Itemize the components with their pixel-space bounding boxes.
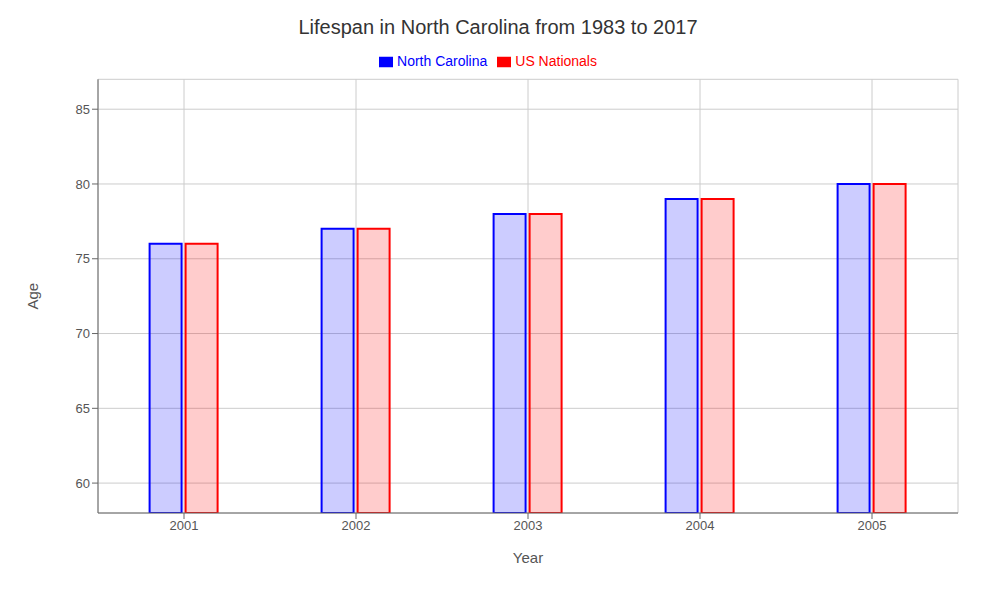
svg-text:Age: Age [24,283,41,310]
svg-text:65: 65 [76,401,90,416]
html-text:Lifespan in North Carolina fro: Lifespan in North Carolina from 1983 to … [298,16,698,38]
svg-text:85: 85 [76,102,90,117]
svg-text:75: 75 [76,251,90,266]
svg-text:70: 70 [76,326,90,341]
svg-text:2004: 2004 [686,518,715,533]
svg-text:2001: 2001 [170,518,199,533]
html-text:US Nationals: US Nationals [515,53,597,69]
svg-text:2005: 2005 [858,518,887,533]
svg-text:Year: Year [513,549,543,566]
svg-text:2002: 2002 [342,518,371,533]
html-text:North Carolina: North Carolina [397,53,488,69]
svg-text:2003: 2003 [514,518,543,533]
svg-text:60: 60 [76,476,90,491]
svg-text:80: 80 [76,177,90,192]
